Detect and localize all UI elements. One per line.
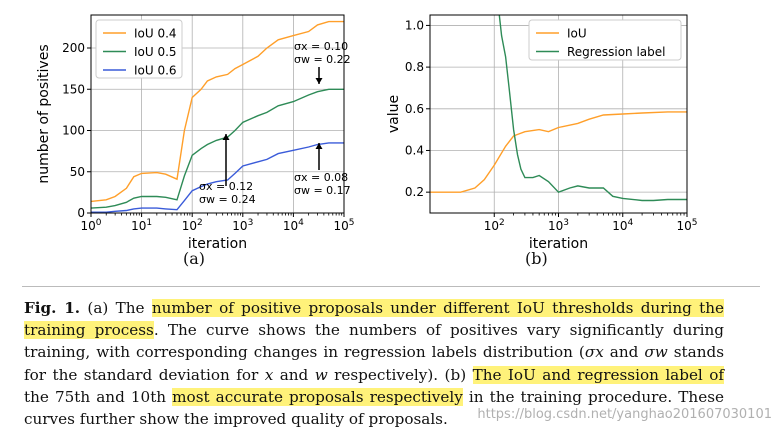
annotation-sigma-x: σx = 0.12: [199, 180, 253, 193]
y-tick-label: 100: [62, 124, 85, 138]
arrow-head: [222, 134, 230, 140]
x-tick-label: 104: [283, 218, 304, 233]
series-line: [91, 142, 344, 213]
y-tick-label: 150: [62, 82, 85, 96]
caption-math: x: [264, 365, 274, 384]
annotation-sigma-w: σw = 0.17: [294, 184, 351, 197]
x-tick-label: 101: [131, 218, 152, 233]
figure-caption: Fig. 1. (a) The number of positive propo…: [24, 297, 725, 430]
legend-label: IoU 0.5: [134, 45, 177, 59]
legend-label: IoU: [567, 27, 587, 41]
series-line: [90, 20, 344, 203]
legend-label: Regression label: [567, 45, 665, 59]
annotation-sigma-w: σw = 0.22: [294, 53, 351, 66]
y-tick-label: 50: [70, 165, 85, 179]
annotation-sigma-x: σx = 0.10: [294, 40, 348, 53]
caption-math: w: [314, 365, 328, 384]
annotation-sigma-w: σw = 0.24: [199, 193, 256, 206]
arrow-head: [315, 143, 323, 149]
caption-text: respectively). (b): [327, 365, 473, 384]
caption-highlight: The IoU and regression label of: [472, 365, 724, 384]
x-tick-label: 102: [484, 218, 505, 233]
caption-divider: [22, 286, 760, 287]
caption-highlight: most accurate proposals respectively: [172, 387, 463, 406]
series-line: [430, 111, 687, 193]
y-axis-label: value: [386, 95, 402, 133]
y-tick-label: 1.0: [405, 18, 424, 32]
arrow-head: [315, 78, 323, 84]
x-tick-label: 102: [182, 218, 203, 233]
legend-box: [95, 19, 183, 79]
series-line: [498, 14, 687, 202]
y-tick-label: 200: [62, 41, 85, 55]
caption-text: . The curve shows the numbers of positiv…: [24, 321, 724, 362]
subfigure-label-b: (b): [525, 249, 548, 268]
x-axis-label: iteration: [529, 236, 588, 252]
x-tick-label: 100: [80, 218, 101, 233]
x-tick-label: 103: [548, 218, 569, 233]
y-tick-label: 0.2: [405, 185, 424, 199]
x-axis-label: iteration: [188, 236, 247, 252]
x-tick-label: 104: [612, 218, 633, 233]
caption-math: σx: [584, 343, 604, 362]
legend-box: [528, 19, 682, 61]
y-tick-label: 0.8: [405, 60, 424, 74]
y-tick-label: 0.6: [405, 102, 424, 116]
series-line: [90, 88, 344, 209]
x-tick-label: 103: [232, 218, 253, 233]
axes-frame: [429, 14, 688, 214]
caption-text: in the training procedure. These curves …: [24, 387, 724, 429]
watermark: https://blog.csdn.net/yanghao20160703010…: [477, 407, 772, 422]
caption-text: the 75th and 10th: [24, 387, 173, 406]
caption-figure-number: Fig. 1.: [24, 299, 81, 317]
x-tick-label: 105: [676, 218, 697, 233]
annotation-sigma-x: σx = 0.08: [294, 171, 348, 184]
caption-math: σw: [644, 343, 668, 362]
caption-text: (a) The: [80, 299, 152, 317]
legend-label: IoU 0.6: [134, 64, 177, 78]
y-axis-label: number of positives: [36, 44, 52, 183]
caption-text: and: [273, 365, 315, 384]
subfigure-label-a: (a): [183, 249, 206, 268]
y-tick-label: 0.4: [405, 143, 424, 157]
y-tick-label: 0: [77, 206, 85, 220]
caption-text: stands for the standard deviation for: [24, 343, 724, 384]
caption-text: and: [603, 343, 645, 362]
axes-frame: [90, 14, 345, 214]
x-tick-label: 105: [333, 218, 354, 233]
legend-label: IoU 0.4: [134, 27, 177, 41]
